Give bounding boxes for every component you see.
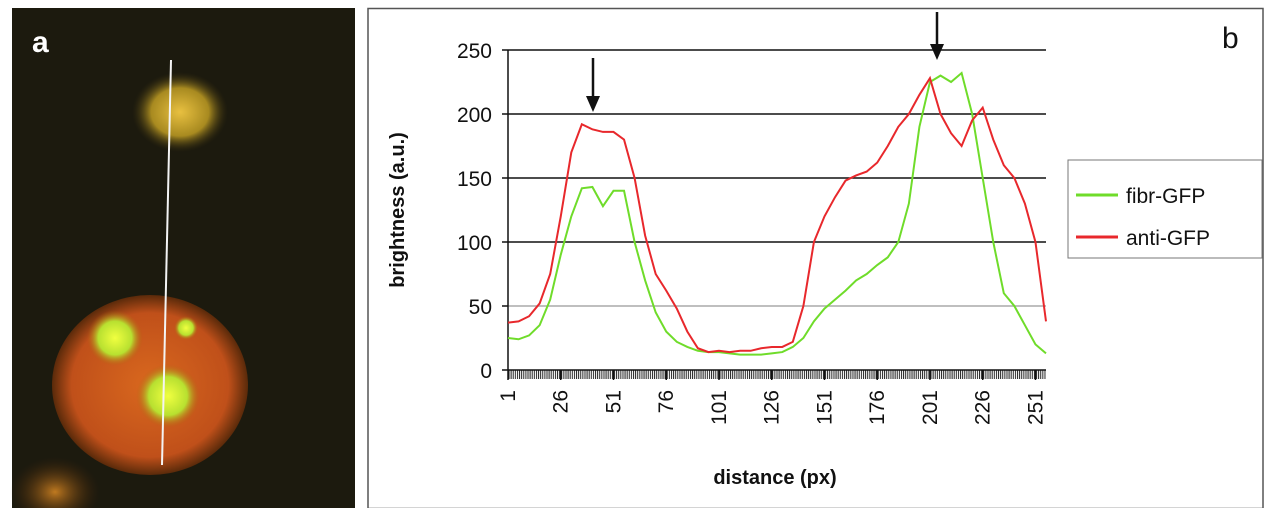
- x-tick-label: 26: [550, 390, 573, 413]
- y-tick-label: 0: [480, 360, 492, 383]
- x-tick-label: 126: [761, 390, 784, 425]
- x-tick-label: 226: [972, 390, 995, 425]
- y-tick-label: 50: [469, 296, 492, 319]
- panel-label: a: [32, 26, 49, 59]
- arrow: [586, 58, 600, 112]
- x-tick-label: 51: [602, 390, 625, 413]
- x-tick-label: 76: [655, 390, 678, 413]
- x-tick-label: 201: [919, 390, 942, 425]
- x-tick-label: 251: [1024, 390, 1047, 425]
- legend: [1067, 159, 1263, 259]
- legend-label: fibr-GFP: [1126, 185, 1205, 208]
- arrow: [930, 12, 944, 60]
- x-tick-label: 1: [497, 390, 520, 402]
- x-tick-label: 151: [813, 390, 836, 425]
- series-line: [507, 71, 1047, 356]
- micrograph: a: [10, 8, 355, 513]
- x-axis-label: distance (px): [713, 467, 836, 489]
- legend-label: anti-GFP: [1126, 227, 1210, 250]
- panel-label: b: [1222, 22, 1239, 55]
- x-tick-label: 176: [866, 390, 889, 425]
- y-axis-label: brightness (a.u.): [387, 132, 409, 288]
- y-tick-label: 150: [457, 168, 492, 191]
- minor-ticks: [508, 370, 1046, 379]
- y-tick-label: 250: [457, 40, 492, 63]
- y-tick-label: 100: [457, 232, 492, 255]
- x-tick-label: 101: [708, 390, 731, 425]
- series-line: [507, 75, 1047, 354]
- y-tick-label: 200: [457, 104, 492, 127]
